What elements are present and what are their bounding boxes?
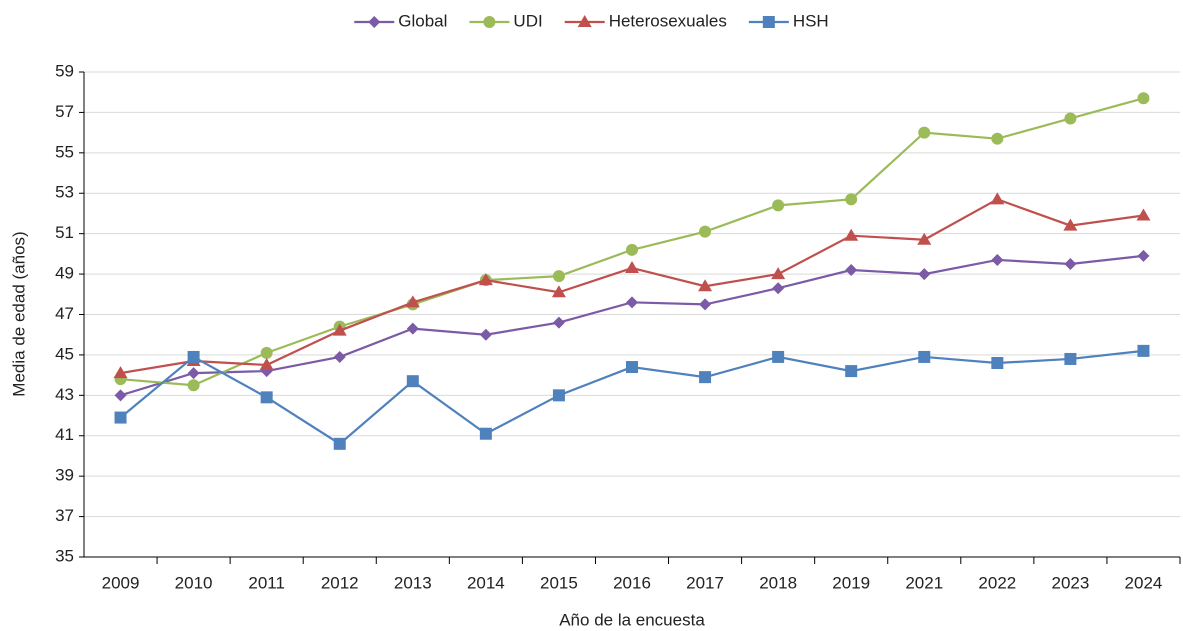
marker bbox=[762, 16, 775, 28]
marker bbox=[918, 268, 931, 281]
marker bbox=[114, 411, 127, 424]
y-tick-label: 43 bbox=[55, 385, 74, 404]
x-axis-title: Año de la encuesta bbox=[559, 610, 705, 629]
x-tick-label: 2012 bbox=[321, 573, 359, 592]
y-tick-label: 37 bbox=[55, 506, 74, 525]
x-tick-label: 2019 bbox=[832, 573, 870, 592]
marker bbox=[405, 295, 420, 308]
x-tick-label: 2021 bbox=[905, 573, 943, 592]
marker bbox=[845, 365, 858, 378]
x-tick-label: 2009 bbox=[102, 573, 140, 592]
marker bbox=[844, 228, 859, 241]
marker bbox=[1064, 112, 1077, 125]
legend: Global UDI Heterosexuales HSH bbox=[354, 11, 829, 30]
marker bbox=[626, 296, 638, 309]
marker bbox=[1063, 218, 1078, 231]
series-line bbox=[120, 97, 1144, 387]
y-tick-label: 51 bbox=[55, 223, 74, 242]
marker bbox=[483, 16, 496, 28]
marker bbox=[1064, 352, 1077, 365]
marker bbox=[772, 199, 785, 212]
marker bbox=[1137, 249, 1150, 262]
marker bbox=[698, 279, 713, 292]
marker bbox=[918, 350, 931, 363]
marker bbox=[771, 267, 786, 280]
marker bbox=[260, 346, 273, 359]
marker bbox=[552, 270, 565, 283]
x-tick-label: 2022 bbox=[978, 573, 1016, 592]
series-line bbox=[120, 198, 1144, 375]
marker bbox=[845, 193, 858, 206]
y-tick-label: 41 bbox=[55, 425, 74, 444]
marker bbox=[114, 389, 127, 402]
x-tick-label: 2024 bbox=[1125, 573, 1163, 592]
y-tick-label: 35 bbox=[55, 546, 74, 565]
y-tick-label: 39 bbox=[55, 466, 74, 485]
y-axis-title: Media de edad (años) bbox=[9, 231, 28, 396]
x-tick-label: 2023 bbox=[1051, 573, 1089, 592]
legend-label: UDI bbox=[513, 11, 542, 30]
marker bbox=[187, 350, 200, 363]
series-line bbox=[120, 254, 1144, 397]
marker bbox=[625, 261, 639, 274]
marker bbox=[626, 361, 638, 374]
marker bbox=[551, 285, 566, 298]
y-tick-label: 49 bbox=[55, 264, 74, 283]
marker bbox=[699, 371, 712, 384]
marker bbox=[552, 316, 565, 329]
x-tick-label: 2015 bbox=[540, 573, 578, 592]
marker bbox=[918, 126, 931, 139]
marker bbox=[845, 264, 858, 277]
marker bbox=[259, 358, 274, 371]
marker bbox=[699, 225, 712, 238]
y-tick-label: 59 bbox=[55, 61, 74, 80]
x-tick-label: 2011 bbox=[248, 573, 285, 592]
marker bbox=[626, 243, 638, 256]
x-tick-label: 2018 bbox=[759, 573, 797, 592]
marker bbox=[368, 16, 381, 28]
marker bbox=[772, 350, 785, 363]
y-tick-label: 57 bbox=[55, 102, 74, 121]
marker bbox=[1136, 208, 1151, 221]
marker bbox=[406, 322, 419, 335]
marker bbox=[1064, 257, 1077, 270]
marker bbox=[577, 15, 592, 27]
legend-label: HSH bbox=[793, 11, 829, 30]
x-tick-label: 2016 bbox=[613, 573, 651, 592]
y-tick-label: 47 bbox=[55, 304, 74, 323]
marker bbox=[333, 350, 346, 363]
marker bbox=[187, 367, 200, 380]
marker bbox=[479, 328, 492, 341]
marker bbox=[699, 298, 712, 311]
marker bbox=[991, 357, 1004, 369]
y-tick-label: 45 bbox=[55, 344, 74, 363]
marker bbox=[1137, 92, 1150, 105]
x-tick-label: 2010 bbox=[175, 573, 213, 592]
legend-label: Heterosexuales bbox=[609, 11, 727, 30]
marker bbox=[552, 389, 565, 402]
marker bbox=[478, 273, 493, 286]
marker bbox=[260, 391, 273, 404]
marker bbox=[991, 132, 1004, 145]
marker bbox=[1137, 344, 1150, 357]
legend-label: Global bbox=[398, 11, 447, 30]
y-tick-label: 55 bbox=[55, 142, 74, 161]
marker bbox=[187, 379, 200, 392]
y-tick-label: 53 bbox=[55, 183, 74, 202]
marker bbox=[113, 366, 128, 379]
x-tick-label: 2013 bbox=[394, 573, 432, 592]
x-tick-label: 2014 bbox=[467, 573, 505, 592]
marker bbox=[406, 375, 419, 388]
marker bbox=[332, 323, 347, 336]
marker bbox=[333, 437, 346, 450]
marker bbox=[772, 282, 785, 295]
marker bbox=[990, 192, 1005, 205]
marker bbox=[991, 253, 1004, 266]
marker bbox=[917, 232, 932, 245]
marker bbox=[479, 427, 492, 440]
x-tick-label: 2017 bbox=[686, 573, 724, 592]
